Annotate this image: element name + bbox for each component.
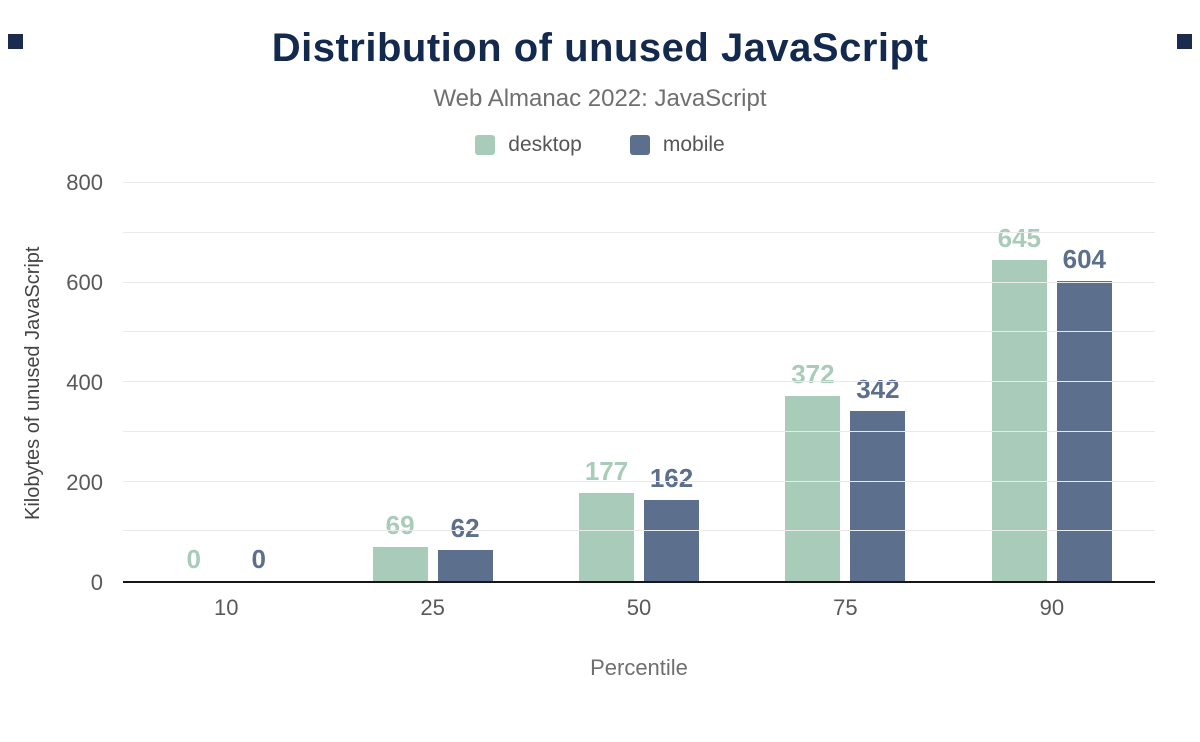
corner-mark	[1177, 34, 1192, 49]
chart-subtitle: Web Almanac 2022: JavaScript	[433, 85, 767, 112]
bar-value-label: 0	[186, 544, 201, 574]
y-tick-label: 400	[66, 370, 103, 395]
y-tick-label: 0	[90, 570, 103, 595]
bar-mobile	[437, 550, 493, 581]
bar-item-desktop: 0	[166, 183, 221, 581]
bar-value-label: 645	[997, 223, 1042, 254]
legend-item-desktop: desktop	[475, 133, 582, 157]
bar-item-mobile: 0	[231, 183, 286, 581]
bar-value-label: 69	[385, 509, 415, 540]
bar-value-label: 342	[856, 373, 900, 404]
bar-desktop	[991, 260, 1047, 581]
legend-item-mobile: mobile	[629, 133, 725, 157]
x-tick-label: 75	[833, 595, 858, 620]
bar-chart: Kilobytes of unused JavaScript 0 200 400 60…	[0, 170, 1200, 681]
bar-mobile	[644, 500, 700, 581]
bar-item-desktop: 645	[991, 183, 1047, 581]
bar-desktop	[579, 492, 635, 581]
y-axis-labels: 0 200 400 600 800	[51, 170, 113, 595]
legend-label: desktop	[508, 133, 582, 156]
bar-mobile	[850, 410, 906, 581]
bar-value-label: 177	[584, 455, 629, 486]
legend-swatch-desktop	[475, 135, 496, 155]
bar-value-label: 62	[450, 513, 480, 544]
gridline	[123, 182, 1155, 183]
y-axis-title: Kilobytes of unused JavaScript	[22, 246, 44, 520]
bar-item-desktop: 372	[785, 183, 841, 581]
gridline	[123, 530, 1155, 532]
chart-title: Distribution of unused JavaScript	[271, 26, 929, 70]
gridline	[123, 331, 1155, 333]
gridline	[123, 430, 1155, 432]
x-axis-title: Percentile	[590, 655, 688, 680]
x-tick-label: 10	[213, 595, 239, 620]
bar-desktop	[372, 546, 428, 581]
corner-mark	[8, 34, 23, 49]
bar-group-90: 645 604	[949, 183, 1155, 581]
bar-value-label: 372	[791, 358, 835, 389]
legend: desktop mobile	[0, 133, 1200, 157]
y-tick-label: 200	[66, 470, 103, 495]
y-tick-label: 800	[66, 170, 103, 195]
bar-item-desktop: 69	[372, 183, 428, 581]
bar-groups: 0 0 69 62 177 162 372 342 645 604	[123, 183, 1155, 581]
bar-item-mobile: 604	[1056, 183, 1112, 581]
bar-item-mobile: 162	[644, 183, 700, 581]
bar-value-label: 0	[251, 544, 266, 574]
gridline	[123, 480, 1155, 482]
legend-label: mobile	[662, 133, 725, 156]
bar-item-mobile: 342	[850, 183, 906, 581]
y-tick-label: 600	[66, 270, 103, 295]
bar-value-label: 604	[1062, 243, 1107, 274]
bar-desktop	[785, 395, 841, 581]
x-tick-label: 90	[1039, 595, 1065, 620]
gridline	[123, 281, 1155, 283]
x-tick-label: 50	[626, 595, 652, 620]
legend-swatch-mobile	[629, 135, 650, 155]
x-tick-label: 25	[420, 595, 445, 620]
gridline	[123, 381, 1155, 382]
plot-area: 0 0 69 62 177 162 372 342 645 604	[123, 182, 1155, 583]
gridline	[123, 231, 1155, 233]
x-tick-labels: 10 25 50 75 90	[123, 595, 1155, 621]
bar-group-50: 177 162	[536, 183, 742, 581]
plot-outer: 0 200 400 600 800 0 0 69 62 177 162 372 342 645 604 1…	[51, 170, 1155, 681]
bar-item-desktop: 177	[579, 183, 635, 581]
bar-item-mobile: 62	[437, 183, 493, 581]
bar-value-label: 162	[649, 463, 694, 494]
bar-group-75: 372 342	[742, 183, 948, 581]
bar-group-25: 69 62	[329, 183, 535, 581]
